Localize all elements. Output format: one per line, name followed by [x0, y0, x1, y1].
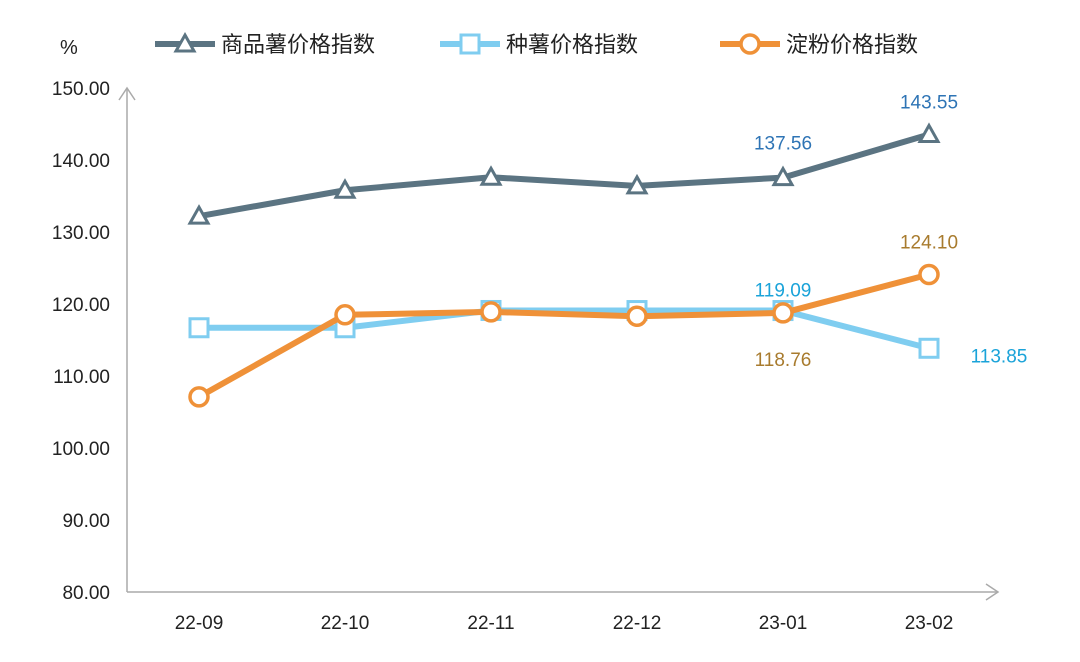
data-point-square — [188, 317, 210, 339]
x-tick-label: 23-01 — [759, 613, 808, 634]
legend-item: 淀粉价格指数 — [720, 32, 918, 57]
legend-label: 淀粉价格指数 — [786, 32, 918, 57]
data-point-triangle — [479, 165, 503, 186]
y-tick-label: 100.00 — [52, 439, 110, 460]
y-axis-arrow — [118, 86, 136, 101]
data-point-triangle — [333, 178, 357, 199]
data-label: 137.56 — [754, 134, 812, 155]
series-circle: 118.76 124.10 — [188, 232, 958, 408]
data-label: 124.10 — [900, 232, 958, 253]
series-square: 119.09 113.85 — [188, 281, 1028, 367]
legend-label: 种薯价格指数 — [506, 32, 638, 57]
series-line — [198, 131, 930, 220]
y-tick-label: 90.00 — [62, 511, 110, 532]
data-point-circle — [626, 305, 648, 327]
data-label: 118.76 — [755, 350, 812, 371]
x-tick-label: 22-12 — [613, 613, 662, 634]
y-tick-label: 140.00 — [52, 151, 110, 172]
data-point-circle — [772, 302, 794, 324]
data-point-square — [918, 337, 940, 359]
legend-marker-circle — [739, 33, 761, 55]
y-tick-label: 150.00 — [52, 79, 110, 100]
data-point-triangle — [187, 204, 211, 225]
x-axis-arrow — [985, 583, 1000, 601]
legend-marker-triangle — [173, 31, 197, 53]
legend-marker-square — [459, 33, 481, 55]
y-axis-unit: % — [60, 37, 78, 59]
data-point-circle — [480, 301, 502, 323]
legend-item: 商品薯价格指数 — [155, 31, 375, 57]
x-tick-label: 22-10 — [321, 613, 370, 634]
x-tick-label: 22-11 — [467, 613, 514, 634]
data-point-circle — [334, 304, 356, 326]
data-label: 143.55 — [900, 92, 958, 113]
y-tick-label: 80.00 — [62, 583, 110, 604]
series-triangle: 137.56 143.55 — [187, 92, 958, 225]
series-line — [197, 271, 930, 400]
data-point-triangle — [917, 122, 941, 143]
legend-label: 商品薯价格指数 — [221, 32, 375, 57]
data-label: 113.85 — [971, 346, 1028, 367]
data-point-circle — [918, 263, 940, 286]
y-tick-label: 130.00 — [52, 223, 110, 244]
x-tick-label: 22-09 — [175, 613, 224, 634]
y-tick-label: 120.00 — [52, 295, 110, 316]
data-point-triangle — [625, 173, 649, 195]
data-point-triangle — [771, 165, 795, 187]
y-tick-label: 110.00 — [53, 367, 110, 388]
legend-item: 种薯价格指数 — [440, 32, 638, 57]
x-tick-label: 23-02 — [905, 613, 954, 634]
data-label: 119.09 — [755, 281, 812, 302]
data-point-circle — [188, 386, 210, 408]
